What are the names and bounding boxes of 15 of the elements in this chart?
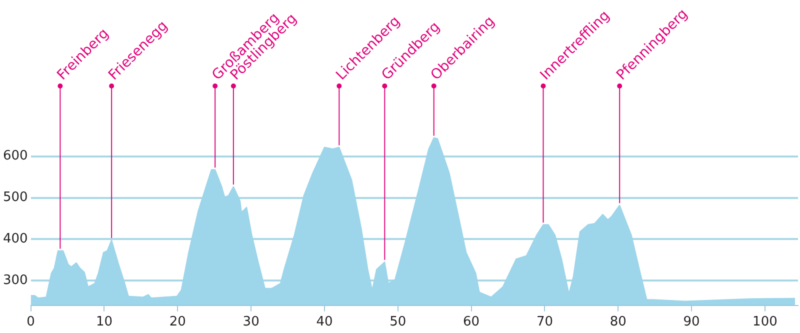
x-tick-label: 80 <box>610 314 626 330</box>
x-tick-label: 90 <box>683 314 700 330</box>
x-tick-label: 50 <box>390 314 406 330</box>
x-tick-label: 60 <box>463 314 480 330</box>
y-tick-label: 500 <box>2 190 28 206</box>
y-tick-label: 600 <box>2 148 28 164</box>
x-tick-label: 30 <box>242 314 260 330</box>
y-tick-label: 400 <box>2 232 28 247</box>
x-tick-label: 100 <box>752 314 778 330</box>
x-tick-label: 70 <box>536 314 553 330</box>
x-tick-label: 40 <box>316 314 333 330</box>
x-tick-label: 0 <box>26 314 35 330</box>
y-tick-label: 300 <box>2 272 28 288</box>
x-tick-label: 20 <box>169 314 186 330</box>
x-tick-label: 10 <box>96 314 112 330</box>
